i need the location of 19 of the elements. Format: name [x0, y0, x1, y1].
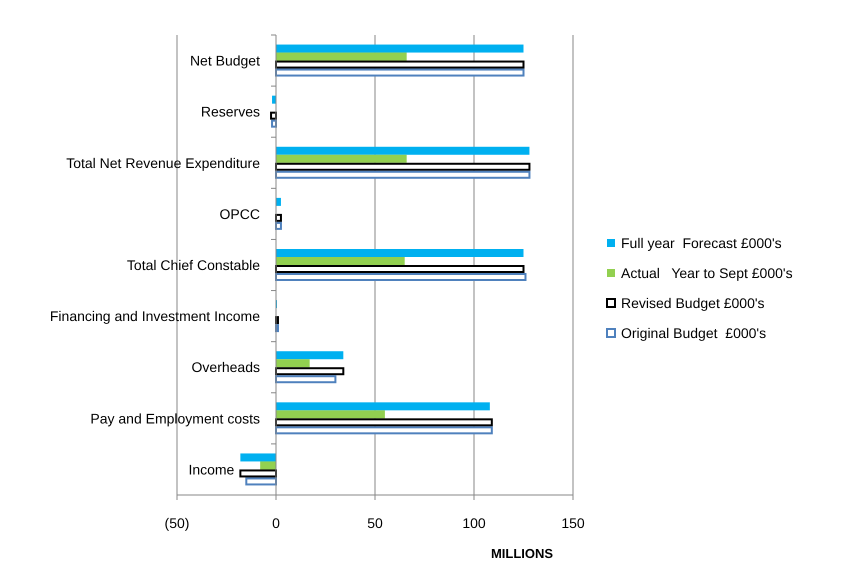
y-tick-label: Income: [188, 461, 235, 478]
x-tick-label: 50: [367, 515, 383, 531]
x-tick-label: 0: [272, 515, 280, 531]
x-axis-title: MILLIONS: [490, 546, 554, 561]
x-tick-label: 150: [561, 515, 585, 531]
legend-label: Full year Forecast £000's: [621, 235, 782, 251]
x-tick-label: (50): [164, 515, 190, 531]
y-tick-label: Total Chief Constable: [126, 257, 260, 273]
legend-label: Actual Year to Sept £000's: [621, 265, 793, 281]
y-tick-label: Total Net Revenue Expenditure: [66, 154, 260, 171]
y-tick-label: Pay and Employment costs: [90, 410, 260, 426]
y-tick-label: Reserves: [200, 104, 260, 120]
legend-label: Revised Budget £000's: [621, 295, 765, 311]
y-tick-label: OPCC: [220, 206, 260, 222]
x-tick-label: 100: [462, 515, 486, 531]
legend-label: Original Budget £000's: [621, 325, 766, 341]
y-tick-label: Financing and Investment Income: [50, 308, 260, 324]
y-tick-label: Net Budget: [190, 52, 260, 69]
y-tick-label: Overheads: [192, 359, 260, 376]
